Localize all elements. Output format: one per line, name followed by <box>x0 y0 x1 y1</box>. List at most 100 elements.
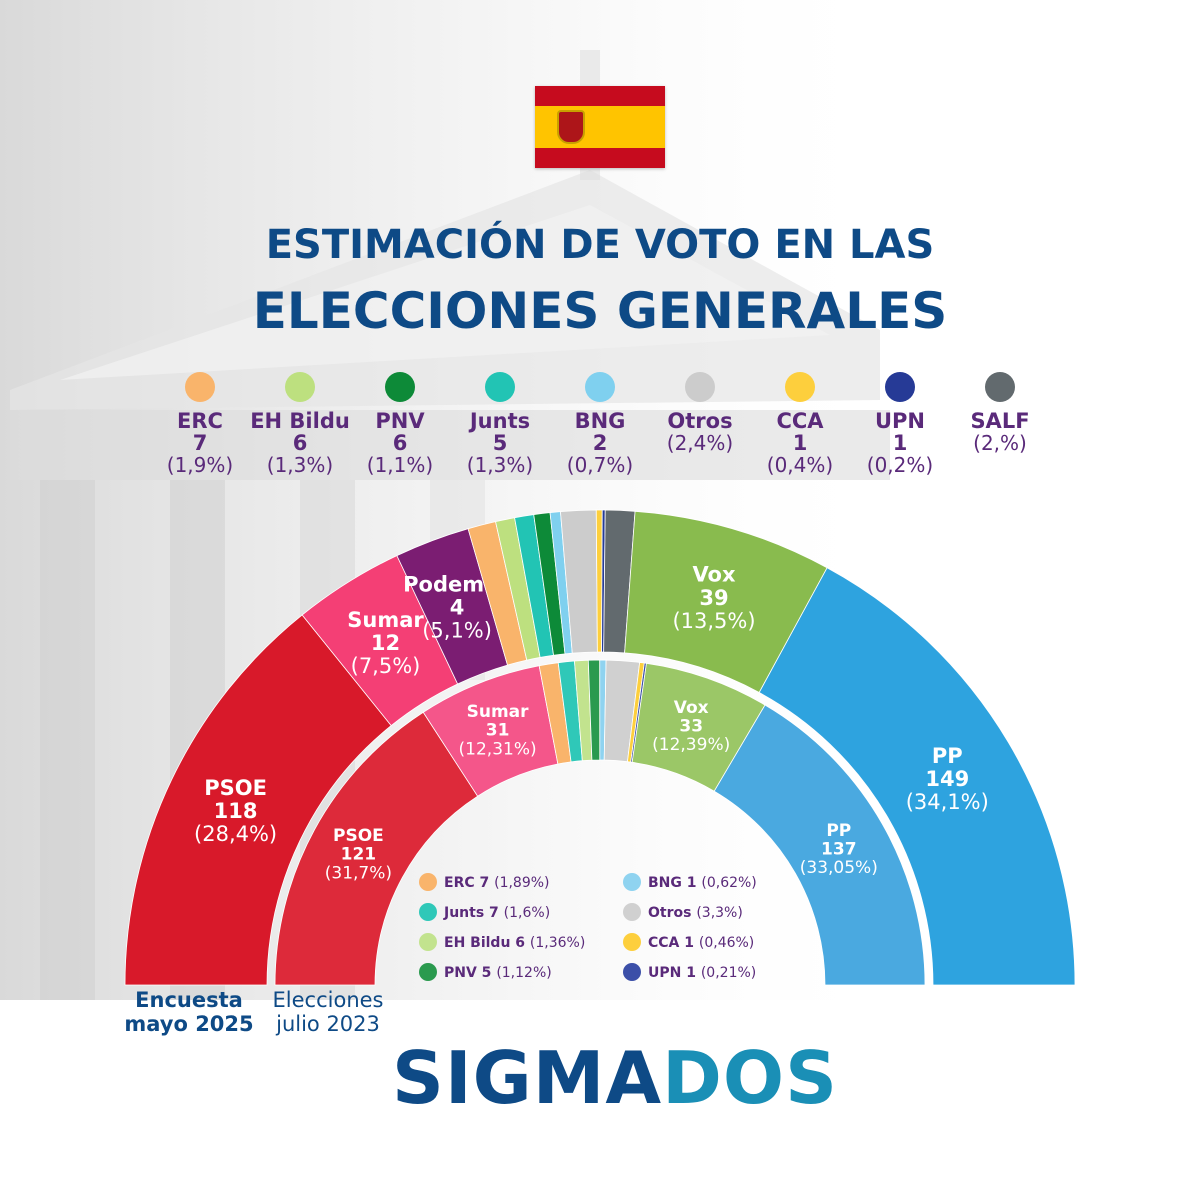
segment-seats-label: 31 <box>486 721 510 741</box>
segment-seats-label: 121 <box>341 845 377 865</box>
legend-item-pnv: PNV 6 (1,1%) <box>345 372 455 476</box>
inner-legend-item: ERC 7 (1,89%) <box>419 873 550 891</box>
segment-percent-label: (5,1%) <box>422 619 492 643</box>
party-legend: ERC 7 (1,9%) EH Bildu 6 (1,3%) PNV 6 (1,1%) Junts… <box>150 372 1050 492</box>
legend-party-name: CCA <box>776 409 824 433</box>
inner-legend-item: PNV 5 (1,12%) <box>419 963 552 981</box>
legend-seats: 6 <box>392 431 408 455</box>
legend-percent: (0,7%) <box>566 453 634 477</box>
legend-swatch <box>985 372 1015 402</box>
legend-percent: (1,9%) <box>166 453 234 477</box>
legend-percent: (2,4%) <box>666 431 734 455</box>
legend-item-salf: SALF (2,%) <box>945 372 1055 454</box>
legend-seats: 6 <box>292 431 308 455</box>
segment-percent-label: (12,31%) <box>459 739 537 759</box>
legend-party-name: PNV <box>375 409 425 433</box>
inner-legend-swatch <box>419 903 437 921</box>
seat-segment-psoe <box>124 614 392 986</box>
inner-legend-swatch <box>623 963 641 981</box>
flag-stripe-bottom <box>535 148 665 168</box>
legend-swatch <box>285 372 315 402</box>
legend-swatch <box>185 372 215 402</box>
legend-item-junts: Junts 5 (1,3%) <box>445 372 555 476</box>
legend-party-name: ERC <box>177 409 223 433</box>
segment-percent-label: (31,7%) <box>325 863 392 883</box>
segment-party-label: PSOE <box>333 826 384 846</box>
flag-stripe-middle <box>535 106 665 148</box>
inner-legend-item: BNG 1 (0,62%) <box>623 873 757 891</box>
segment-party-label: Sumar <box>467 702 530 722</box>
seat-segment-pp <box>758 567 1076 986</box>
coat-of-arms-icon <box>557 110 585 144</box>
segment-seats-label: 137 <box>821 840 857 860</box>
segment-seats-label: 12 <box>371 631 400 655</box>
legend-swatch <box>785 372 815 402</box>
legend-swatch <box>485 372 515 402</box>
segment-seats-label: 149 <box>925 767 969 791</box>
inner-legend-label: CCA 1 (0,46%) <box>648 935 754 951</box>
segment-percent-label: (7,5%) <box>351 654 421 678</box>
segment-percent-label: (12,39%) <box>652 735 730 755</box>
segment-party-label: Vox <box>674 698 709 718</box>
inner-legend-label: UPN 1 (0,21%) <box>648 965 756 981</box>
inner-legend-label: Otros (3,3%) <box>648 905 743 921</box>
legend-seats: 1 <box>892 431 908 455</box>
legend-item-erc: ERC 7 (1,9%) <box>145 372 255 476</box>
legend-percent: (0,4%) <box>766 453 834 477</box>
inner-legend-swatch <box>623 903 641 921</box>
legend-swatch <box>885 372 915 402</box>
legend-percent: (2,%) <box>973 431 1027 455</box>
segment-party-label: Sumar <box>347 608 424 632</box>
title-line-1: ESTIMACIÓN DE VOTO EN LAS <box>265 222 935 268</box>
legend-percent: (1,1%) <box>366 453 434 477</box>
inner-legend-swatch <box>419 873 437 891</box>
inner-legend-item: EH Bildu 6 (1,36%) <box>419 933 585 951</box>
seat-segment-pp <box>713 704 926 986</box>
segment-percent-label: (28,4%) <box>194 822 277 846</box>
inner-legend-label: ERC 7 (1,89%) <box>444 875 550 891</box>
inner-legend-label: PNV 5 (1,12%) <box>444 965 552 981</box>
inner-legend-swatch <box>419 933 437 951</box>
segment-party-label: PP <box>826 821 851 841</box>
segment-percent-label: (33,05%) <box>800 858 878 878</box>
segment-percent-label: (34,1%) <box>906 790 989 814</box>
segment-party-label: Vox <box>692 563 736 587</box>
segment-seats-label: 33 <box>679 717 703 737</box>
legend-party-name: SALF <box>970 409 1030 433</box>
legend-seats: 5 <box>492 431 508 455</box>
inner-legend-swatch <box>419 963 437 981</box>
inner-legend-swatch <box>623 933 641 951</box>
inner-legend-item: UPN 1 (0,21%) <box>623 963 756 981</box>
legend-seats: 2 <box>592 431 608 455</box>
survey-caption: Encuesta mayo 2025 <box>124 988 254 1036</box>
segment-party-label: PP <box>932 744 963 768</box>
logo-part-2: DOS <box>662 1036 838 1120</box>
segment-seats-label: 118 <box>214 799 258 823</box>
legend-party-name: Junts <box>469 409 531 433</box>
legend-party-name: UPN <box>874 409 926 433</box>
segment-seats-label: 39 <box>699 586 728 610</box>
legend-item-cca: CCA 1 (0,4%) <box>745 372 855 476</box>
legend-party-name: EH Bildu <box>250 409 350 433</box>
legend-item-upn: UPN 1 (0,2%) <box>845 372 955 476</box>
logo-part-1: SIGMA <box>392 1036 663 1120</box>
legend-percent: (0,2%) <box>866 453 934 477</box>
legend-percent: (1,3%) <box>466 453 534 477</box>
legend-party-name: BNG <box>574 409 626 433</box>
legend-seats: 7 <box>192 431 208 455</box>
inner-legend-item: Junts 7 (1,6%) <box>419 903 550 921</box>
legend-swatch <box>585 372 615 402</box>
sigmados-logo: SIGMADOS <box>0 1036 1200 1120</box>
flag-stripe-top <box>535 86 665 106</box>
segment-party-label: PSOE <box>204 776 267 800</box>
election-caption: Elecciones julio 2023 <box>272 988 384 1036</box>
inner-legend-label: Junts 7 (1,6%) <box>443 905 550 921</box>
legend-item-bng: BNG 2 (0,7%) <box>545 372 655 476</box>
inner-legend-swatch <box>623 873 641 891</box>
segment-percent-label: (13,5%) <box>672 609 755 633</box>
inner-legend-item: CCA 1 (0,46%) <box>623 933 754 951</box>
legend-item-eh-bildu: EH Bildu 6 (1,3%) <box>245 372 355 476</box>
legend-percent: (1,3%) <box>266 453 334 477</box>
legend-party-name: Otros <box>667 409 733 433</box>
